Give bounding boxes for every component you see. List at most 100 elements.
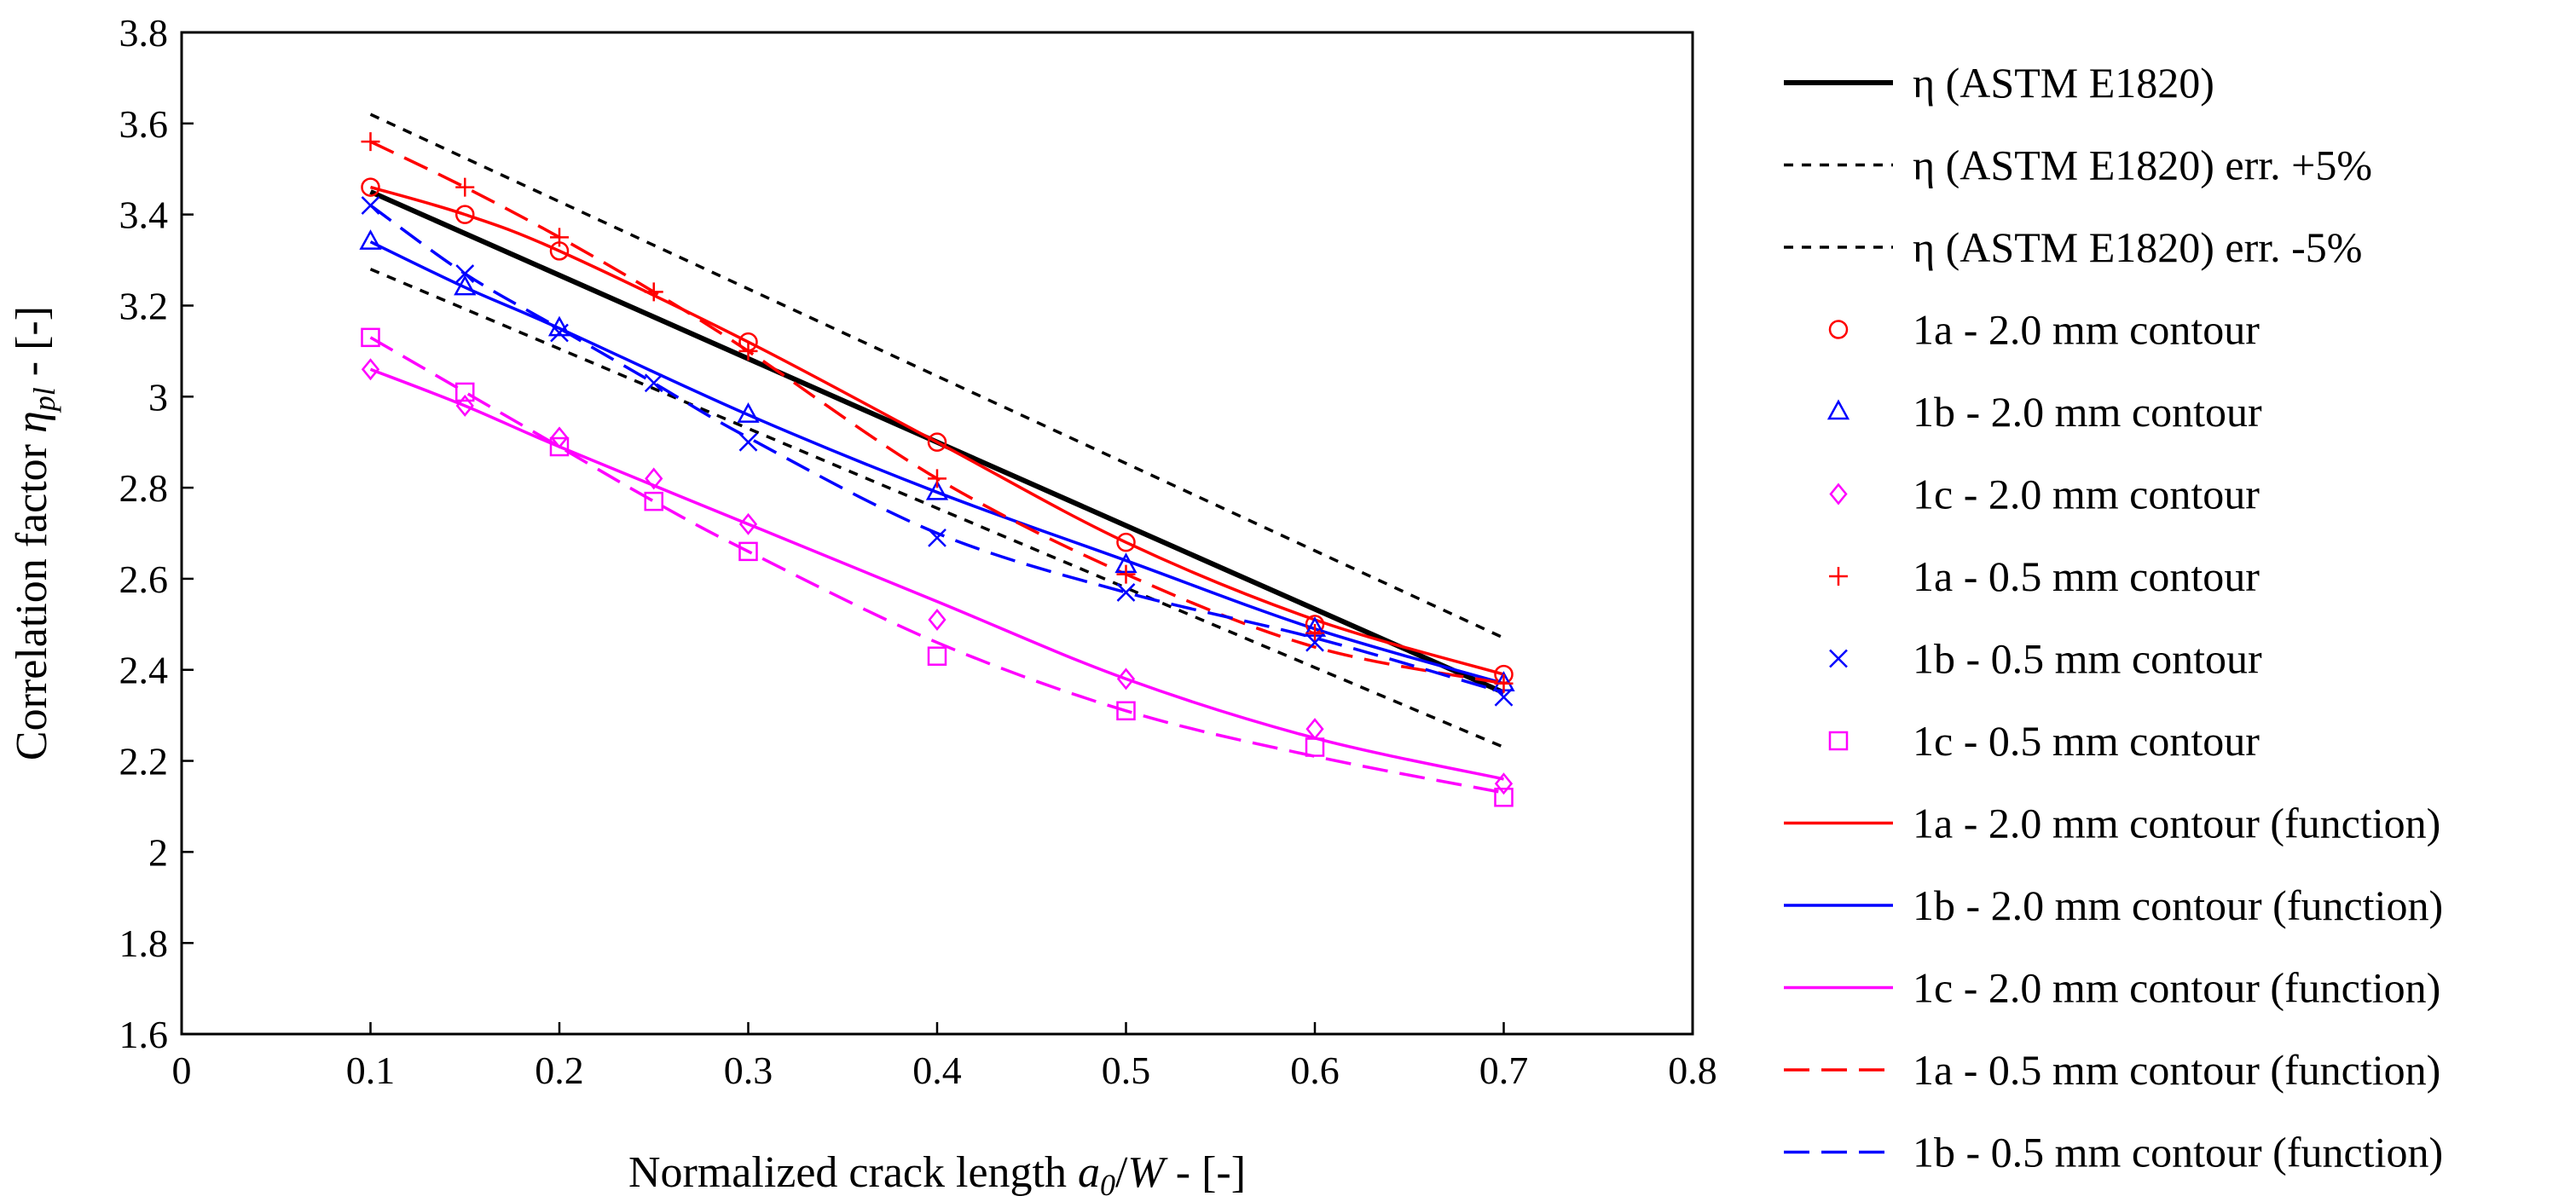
x-title-sub: 0: [1100, 1168, 1115, 1202]
point-1a-2-0-mm-contour: [1116, 532, 1136, 552]
legend-label-1b-2-0-mm-contour: 1b - 2.0 mm contour: [1913, 388, 2262, 436]
x-title-unit: - [-]: [1165, 1148, 1246, 1197]
series-1b-0-5-mm-contour-function: [369, 204, 1504, 695]
point-1c-0-5-mm-contour: [549, 436, 570, 457]
point-1b-0-5-mm-contour: [644, 373, 663, 393]
y-title-sub: pl: [27, 387, 61, 413]
point-1a-0-5-mm-contour: [738, 341, 758, 361]
x-tick-label: 0.2: [535, 1049, 584, 1092]
legend-label-1b-2-0-mm-contour-function: 1b - 2.0 mm contour (function): [1913, 881, 2443, 929]
point-1b-0-5-mm-contour: [738, 432, 758, 452]
legend-swatch-1a-2-0-mm-contour: [1828, 320, 1849, 339]
point-1c-0-5-mm-contour: [1494, 788, 1514, 807]
y-axis-title: Correlation factor ηpl - [-]: [8, 306, 61, 760]
y-tick-label: 2.8: [119, 466, 169, 510]
point-1a-2-0-mm-contour: [927, 432, 947, 452]
legend-label-1c-0-5-mm-contour: 1c - 0.5 mm contour: [1913, 717, 2260, 765]
point-1b-0-5-mm-contour: [1305, 633, 1324, 652]
point-1a-0-5-mm-contour: [644, 282, 663, 302]
point-1c-0-5-mm-contour: [455, 382, 475, 402]
y-tick-label: 3.2: [119, 284, 169, 327]
point-1b-2-0-mm-contour: [454, 274, 477, 296]
point-1c-0-5-mm-contour: [644, 491, 663, 511]
y-tick-label: 2.6: [119, 558, 169, 601]
series-eta-astm-e1820-err-5pct: [369, 268, 1505, 749]
y-title-eta: η: [8, 411, 56, 433]
plot-lines: [369, 113, 1505, 795]
point-1a-0-5-mm-contour: [1494, 673, 1514, 693]
legend-label-1b-0-5-mm-contour-function: 1b - 0.5 mm contour (function): [1913, 1129, 2443, 1176]
x-title-part: Normalized crack length: [628, 1148, 1078, 1197]
x-axis-title: Normalized crack length a0/W - [-]: [628, 1148, 1246, 1202]
series-1c-2-0-mm-contour-function: [369, 367, 1504, 781]
y-tick-label: 3.4: [119, 194, 169, 237]
legend-label-1a-0-5-mm-contour: 1a - 0.5 mm contour: [1913, 552, 2260, 600]
point-1b-0-5-mm-contour: [361, 196, 380, 215]
y-tick-label: 3: [148, 375, 168, 419]
x-tick-label: 0.8: [1668, 1049, 1717, 1092]
point-1c-2-0-mm-contour: [645, 467, 663, 490]
point-1c-2-0-mm-contour: [738, 512, 758, 535]
legend-swatch-1b-2-0-mm-contour: [1826, 399, 1850, 420]
point-1a-0-5-mm-contour: [455, 177, 475, 197]
point-1b-2-0-mm-contour: [547, 315, 571, 337]
legend-label-eta-astm-e1820-err-plus5pct: η (ASTM E1820) err. +5%: [1913, 142, 2372, 189]
point-1c-0-5-mm-contour: [927, 646, 947, 666]
point-1b-2-0-mm-contour: [737, 402, 760, 423]
series-1c-0-5-mm-contour-function: [369, 336, 1504, 795]
legend-swatch-1a-0-5-mm-contour: [1829, 567, 1848, 586]
legend-label-eta-astm-e1820-err-5pct: η (ASTM E1820) err. -5%: [1913, 223, 2362, 271]
axis-ticks: 0 0.1 0.2 0.3 0.4 0.5 0.6 0.7 0.8 1.6 1.8 2 2.2 2.4 2.…: [119, 11, 1717, 1092]
point-1a-0-5-mm-contour: [1116, 564, 1136, 584]
legend: η (ASTM E1820) η (ASTM E1820) err. +5% η (…: [1784, 59, 2443, 1176]
point-1a-2-0-mm-contour: [455, 205, 475, 224]
point-1b-0-5-mm-contour: [928, 528, 946, 547]
point-1c-0-5-mm-contour: [1305, 737, 1325, 757]
point-1b-0-5-mm-contour: [455, 264, 475, 283]
y-tick-label: 3.8: [119, 11, 169, 55]
point-1c-0-5-mm-contour: [738, 541, 758, 562]
y-title-part: Correlation factor: [8, 433, 56, 760]
legend-label-1b-0-5-mm-contour: 1b - 0.5 mm contour: [1913, 635, 2262, 683]
y-title-unit: - [-]: [8, 306, 56, 387]
legend-label-1a-2-0-mm-contour: 1a - 2.0 mm contour: [1913, 306, 2260, 354]
x-title-a: a: [1078, 1148, 1100, 1197]
point-1b-0-5-mm-contour: [1116, 583, 1136, 602]
x-tick-label: 0.4: [912, 1049, 962, 1092]
x-tick-label: 0.3: [724, 1049, 773, 1092]
series-1a-0-5-mm-contour-function: [369, 140, 1504, 685]
x-tick-label: 0: [172, 1049, 192, 1092]
series-eta-astm-e1820-err-plus5pct: [369, 113, 1505, 639]
x-tick-label: 0.1: [346, 1049, 396, 1092]
x-title-w: W: [1127, 1148, 1168, 1197]
plot-markers: [359, 132, 1515, 807]
point-1c-0-5-mm-contour: [361, 327, 380, 348]
point-1a-0-5-mm-contour: [1305, 624, 1324, 643]
point-1a-0-5-mm-contour: [928, 469, 946, 488]
point-1b-2-0-mm-contour: [925, 479, 949, 500]
point-1b-0-5-mm-contour: [1494, 687, 1514, 707]
x-tick-label: 0.7: [1479, 1049, 1529, 1092]
legend-label-1c-2-0-mm-contour: 1c - 2.0 mm contour: [1913, 471, 2260, 518]
x-tick-label: 0.5: [1102, 1049, 1151, 1092]
x-tick-label: 0.6: [1290, 1049, 1340, 1092]
legend-swatch-1c-0-5-mm-contour: [1828, 731, 1849, 751]
legend-swatch-1b-0-5-mm-contour: [1829, 649, 1848, 668]
y-tick-label: 2.2: [119, 740, 169, 783]
legend-swatch-1c-2-0-mm-contour: [1829, 483, 1848, 506]
point-1a-0-5-mm-contour: [550, 228, 569, 247]
legend-label-1c-2-0-mm-contour-function: 1c - 2.0 mm contour (function): [1913, 964, 2440, 1012]
y-tick-label: 3.6: [119, 102, 169, 146]
y-tick-label: 2.4: [119, 649, 169, 692]
point-1b-0-5-mm-contour: [550, 323, 569, 343]
point-1c-2-0-mm-contour: [550, 426, 569, 449]
legend-label-eta-astm-e1820: η (ASTM E1820): [1913, 59, 2214, 107]
point-1c-2-0-mm-contour: [1494, 772, 1514, 795]
point-1a-2-0-mm-contour: [361, 177, 380, 197]
x-title-slash: /: [1115, 1148, 1128, 1197]
legend-label-1a-0-5-mm-contour-function: 1a - 0.5 mm contour (function): [1913, 1046, 2440, 1094]
point-1c-2-0-mm-contour: [1116, 667, 1136, 691]
point-1a-0-5-mm-contour: [361, 132, 380, 152]
series-1a-2-0-mm-contour-function: [370, 185, 1504, 676]
